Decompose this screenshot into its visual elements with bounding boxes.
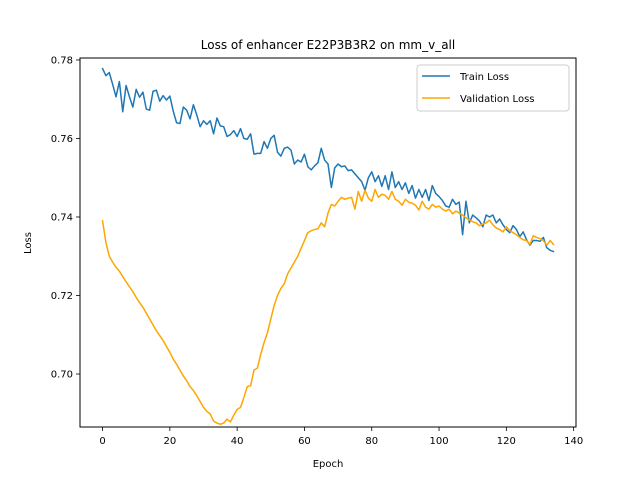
y-tick-label: 0.78 (51, 55, 73, 66)
y-tick-label: 0.70 (51, 370, 73, 381)
series-line-train-loss (101, 67, 555, 253)
series-line-validation-loss (101, 188, 555, 425)
x-tick-label: 120 (497, 436, 516, 447)
x-tick-label: 60 (298, 436, 311, 447)
legend-box (416, 64, 570, 112)
series-layer (101, 67, 555, 425)
x-axis: 0 20 40 60 80 100 120 140 (99, 427, 583, 447)
y-tick-label: 0.76 (51, 134, 73, 145)
y-axis-label: Loss (23, 232, 34, 254)
legend: Train Loss Validation Loss (416, 64, 570, 112)
chart-title: Loss of enhancer E22P3B3R2 on mm_v_all (201, 38, 455, 52)
x-tick-label: 140 (564, 436, 583, 447)
legend-label-train-loss: Train Loss (459, 72, 509, 83)
y-tick-label: 0.72 (51, 291, 73, 302)
x-tick-label: 0 (99, 436, 105, 447)
x-tick-label: 20 (163, 436, 176, 447)
plot-frame (79, 57, 577, 428)
x-tick-label: 40 (231, 436, 244, 447)
legend-label-validation-loss: Validation Loss (460, 94, 535, 105)
x-tick-label: 100 (429, 436, 448, 447)
y-tick-label: 0.74 (51, 212, 73, 223)
y-axis: 0.70 0.72 0.74 0.76 0.78 (51, 55, 80, 381)
x-axis-label: Epoch (313, 459, 344, 470)
x-tick-label: 80 (365, 436, 378, 447)
